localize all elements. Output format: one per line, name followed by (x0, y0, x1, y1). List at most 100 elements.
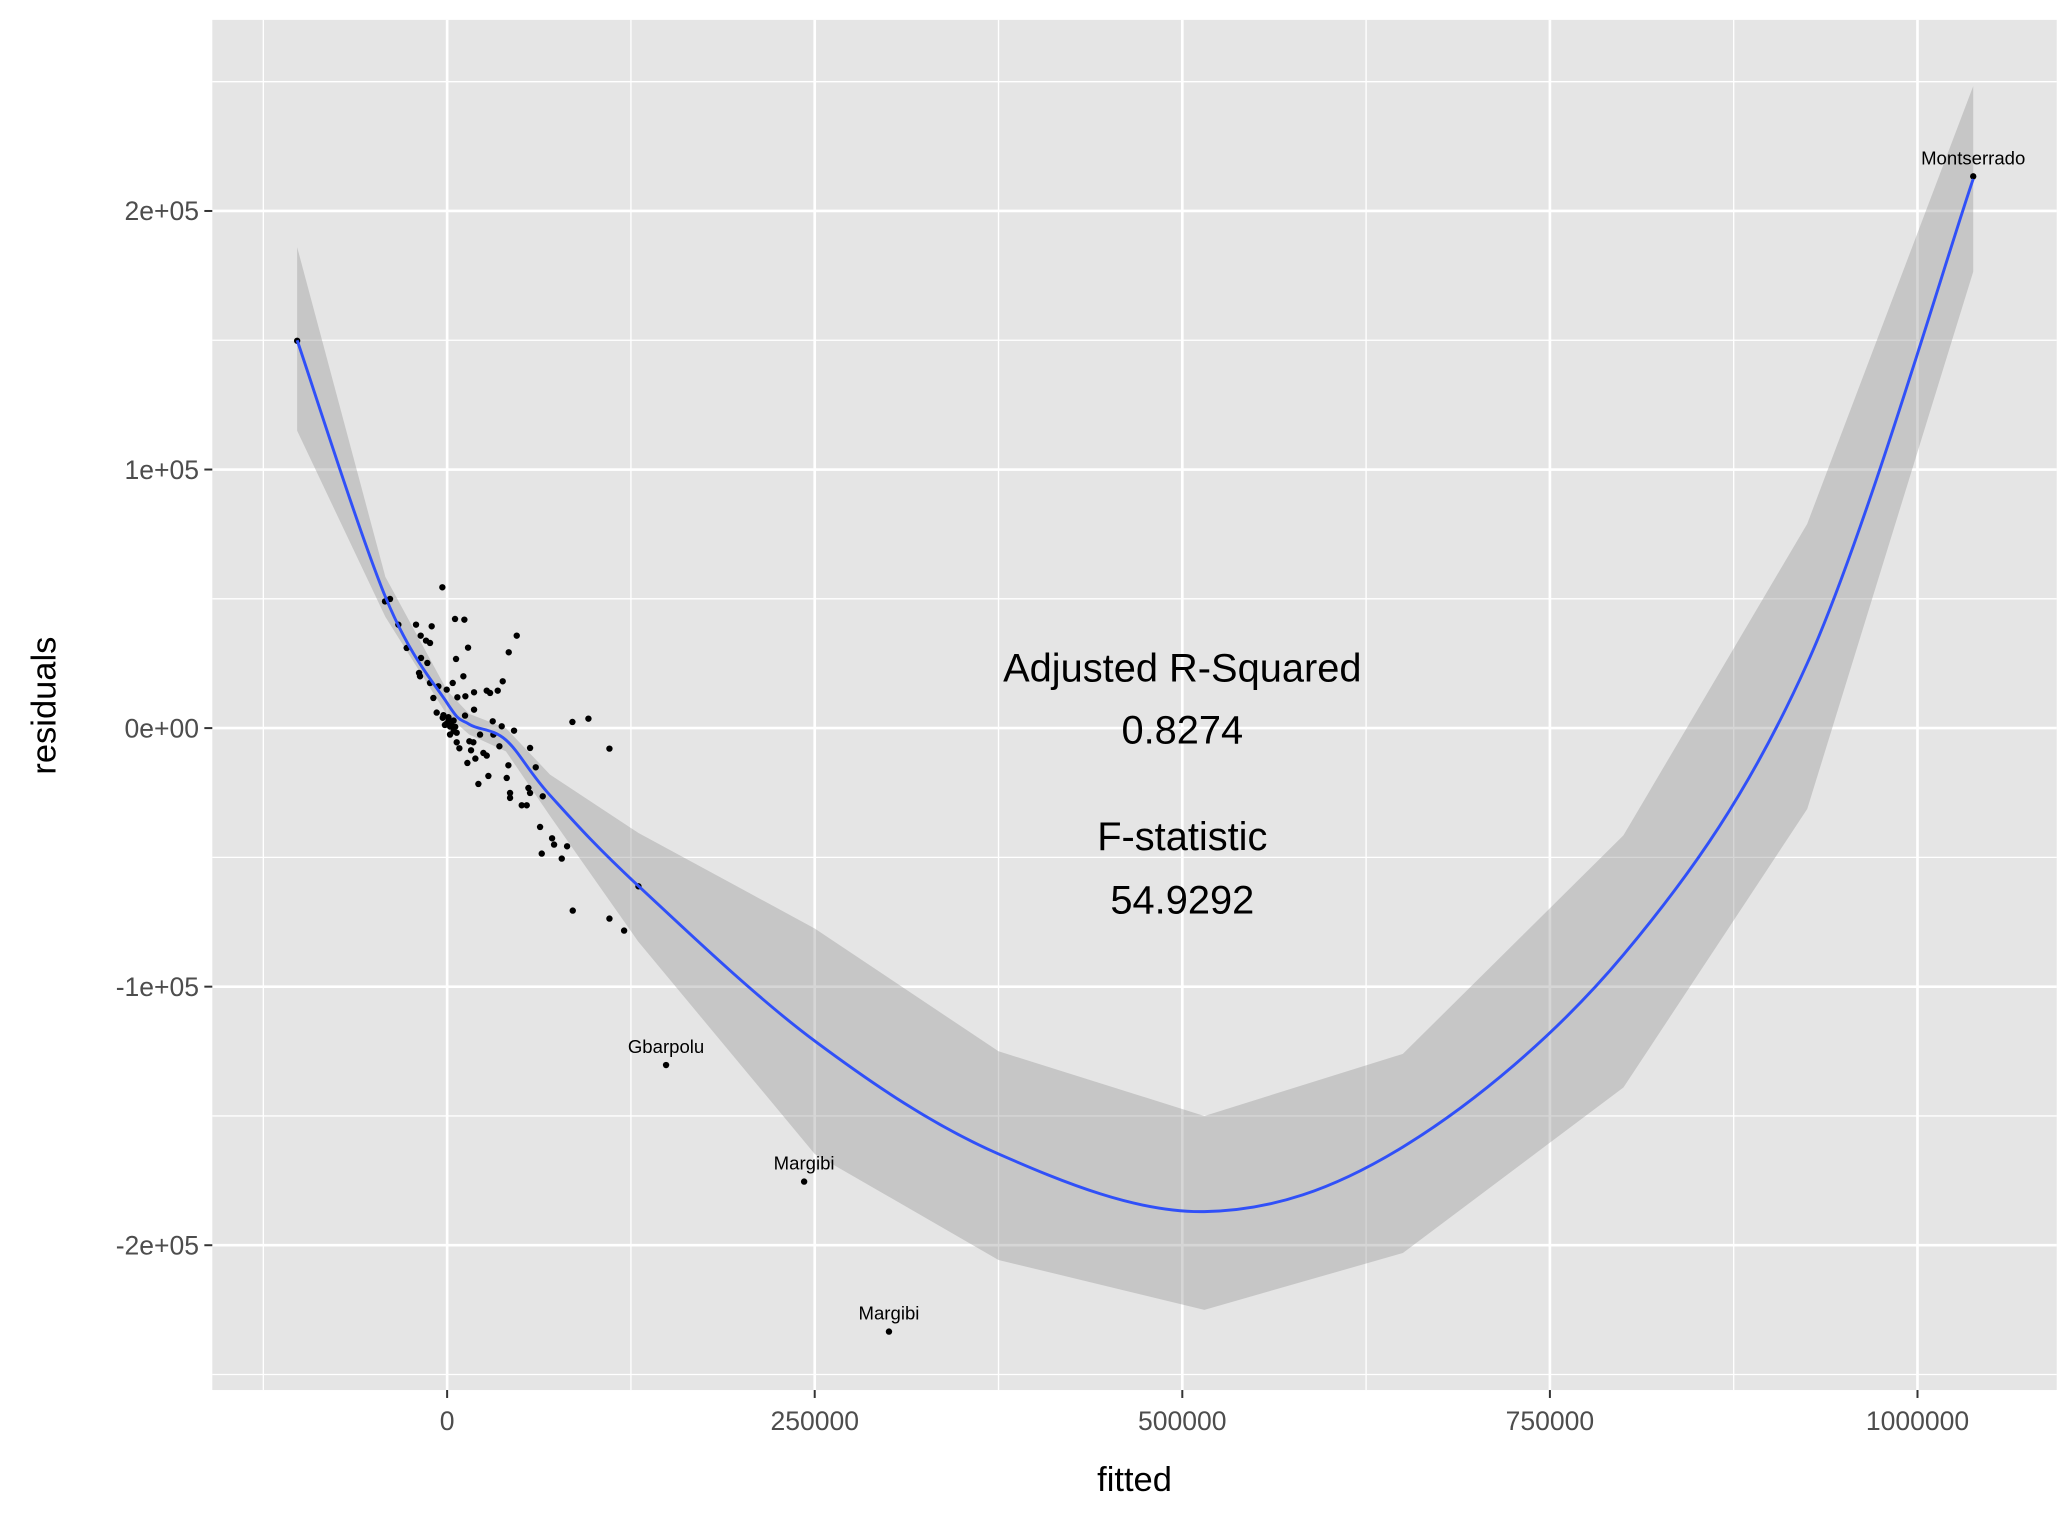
confidence-band (297, 86, 1974, 1310)
annotation-text: 54.9292 (1110, 878, 1254, 922)
data-point (662, 1061, 670, 1069)
data-point (467, 747, 475, 754)
data-point (550, 841, 558, 848)
data-point (454, 694, 461, 701)
data-point (523, 802, 530, 809)
data-point (462, 693, 469, 700)
points (293, 173, 1977, 1335)
data-point (433, 709, 440, 716)
data-point (526, 789, 534, 797)
data-point (486, 689, 494, 697)
point-label: Margibi (859, 1303, 920, 1324)
data-point (464, 759, 471, 767)
data-point (428, 623, 435, 630)
data-point (430, 694, 437, 702)
data-point (489, 718, 496, 725)
data-point (416, 673, 424, 680)
y-tick-label: -2e+05 (116, 1231, 199, 1261)
point-label: Margibi (774, 1153, 835, 1174)
data-point (510, 727, 518, 734)
data-point (439, 584, 446, 591)
data-point (470, 689, 478, 696)
data-point (526, 744, 534, 752)
data-point (441, 721, 449, 729)
data-point (424, 659, 431, 667)
data-point (800, 1178, 808, 1185)
plot-panel (212, 19, 2057, 1391)
data-point (461, 712, 469, 719)
data-point (449, 679, 456, 687)
smooth-line (295, 178, 1975, 1214)
data-point (446, 731, 454, 738)
y-tick-label: 2e+05 (125, 196, 200, 226)
x-tick-label: 750000 (1506, 1406, 1595, 1436)
data-point (452, 723, 459, 730)
point-labels: Gbarpolu Margibi Margibi Montserrado (628, 147, 2025, 1323)
point-label: Montserrado (1921, 147, 2025, 168)
data-point (505, 649, 512, 656)
data-point (620, 927, 628, 934)
y-tick-label: 0e+00 (125, 713, 200, 743)
data-point (417, 654, 425, 662)
data-point (472, 755, 479, 762)
data-point (538, 850, 545, 857)
annotation-text: 0.8274 (1121, 709, 1243, 753)
y-tick-label: 1e+05 (125, 455, 200, 485)
data-point (518, 802, 525, 809)
data-point (606, 915, 613, 922)
data-point (470, 706, 478, 713)
data-point (443, 686, 450, 693)
x-axis-title: fitted (1097, 1461, 1172, 1499)
data-point (452, 655, 460, 663)
data-point (412, 621, 420, 628)
data-point (505, 762, 512, 769)
data-point (483, 752, 490, 759)
x-tick-label: 250000 (770, 1406, 859, 1436)
data-point (503, 774, 510, 782)
data-point (498, 723, 505, 730)
data-point (464, 644, 472, 651)
data-point (585, 715, 592, 722)
data-point (475, 780, 482, 788)
data-point (426, 639, 434, 647)
x-tick-label: 500000 (1138, 1406, 1227, 1436)
y-axis-title: residuals (26, 637, 64, 775)
data-point (470, 739, 477, 746)
data-point (496, 743, 503, 750)
annotation-text: F-statistic (1097, 815, 1267, 859)
data-point (417, 632, 424, 639)
data-point (506, 789, 514, 797)
annotations: Adjusted R-Squared 0.8274 F-statistic 54.92… (1003, 647, 1361, 923)
data-point (494, 687, 501, 694)
x-tick-label: 1000000 (1866, 1406, 1969, 1436)
data-point (456, 745, 463, 752)
data-point (569, 907, 576, 914)
data-point (445, 717, 452, 724)
data-point (885, 1328, 893, 1335)
y-tick-label: -1e+05 (116, 972, 199, 1002)
data-point (460, 673, 467, 680)
data-point (539, 793, 546, 800)
data-point (450, 717, 457, 724)
data-point (563, 843, 571, 850)
x-axis: 0 250000 500000 750000 1000000 (440, 1390, 1969, 1436)
data-point (485, 772, 492, 780)
data-point (451, 615, 459, 623)
data-point (525, 784, 532, 792)
annotation-text: Adjusted R-Squared (1003, 647, 1361, 691)
data-point (569, 718, 576, 726)
data-point (453, 729, 460, 736)
data-point (439, 714, 446, 721)
y-axis: 2e+05 1e+05 0e+00 -1e+05 -2e+05 (116, 196, 213, 1261)
data-point (461, 616, 468, 623)
data-point (506, 794, 514, 802)
grid-major (212, 19, 2057, 1391)
point-label: Gbarpolu (628, 1036, 704, 1057)
data-point (606, 745, 613, 752)
data-point (513, 632, 520, 639)
data-point (499, 678, 506, 685)
data-point (476, 731, 484, 738)
data-point (453, 739, 460, 746)
data-point (536, 823, 544, 831)
